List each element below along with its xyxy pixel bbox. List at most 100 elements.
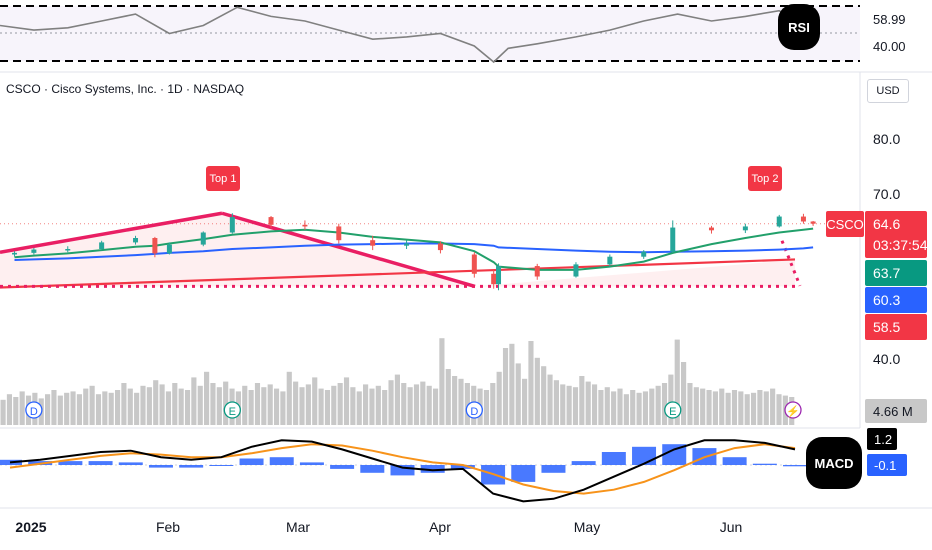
price-scale-label: 40.0 <box>873 351 900 367</box>
x-axis-label: Apr <box>429 519 451 535</box>
macd-histogram-bar <box>118 462 143 465</box>
volume-bar <box>293 381 299 425</box>
volume-bar <box>776 394 782 425</box>
volume-bar <box>172 383 178 425</box>
macd-histogram-bar <box>450 465 475 469</box>
macd-histogram-bar <box>88 461 113 465</box>
candle <box>133 238 139 243</box>
candle <box>12 252 18 255</box>
volume-bar <box>369 388 375 425</box>
volume-bar <box>299 387 305 425</box>
ma-fast-line <box>14 227 814 271</box>
volume-bar <box>0 399 6 425</box>
volume-bar <box>528 341 534 425</box>
x-axis-label: Mar <box>286 519 310 535</box>
volume-bar <box>121 383 127 425</box>
volume-bar <box>483 390 490 425</box>
volume-bar <box>197 385 203 425</box>
volume-bar <box>64 392 70 425</box>
volume-bar <box>191 377 197 425</box>
volume-bar <box>337 383 343 425</box>
volume-bar <box>655 385 661 425</box>
volume-bar <box>324 390 331 425</box>
candle <box>166 244 172 254</box>
volume-bar <box>305 384 311 425</box>
volume-bar <box>522 378 528 425</box>
volume-bar <box>452 376 458 425</box>
event-marker-label: D <box>30 406 38 418</box>
volume-bar <box>45 394 51 425</box>
volume-bar <box>375 385 381 425</box>
volume-bar <box>261 387 267 425</box>
macd-badge <box>806 437 862 489</box>
volume-bar <box>445 369 451 425</box>
volume-bar <box>547 374 553 425</box>
volume-bar <box>515 363 521 425</box>
hist-value-label: -0.1 <box>874 458 896 473</box>
volume-bar <box>572 387 579 425</box>
macd-histogram-bar <box>420 465 445 473</box>
event-marker <box>465 401 483 419</box>
volume-bar <box>210 383 216 425</box>
volume-bar <box>267 384 273 425</box>
macd-line <box>9 439 796 503</box>
volume-bar <box>6 394 13 425</box>
volume-bar <box>273 388 280 425</box>
volume-bar <box>426 385 432 425</box>
indicator-value-label: 60.3 <box>873 292 900 308</box>
hist-value-badge <box>867 454 907 476</box>
volume-bar <box>242 385 248 425</box>
volume-bar <box>248 390 254 425</box>
last-price-badge <box>865 211 927 258</box>
symbol-badge-label: CSCO <box>826 217 864 232</box>
volume-bar <box>350 387 356 425</box>
volume-bar <box>108 392 114 425</box>
volume-bar <box>661 383 668 425</box>
volume-bar <box>700 388 706 425</box>
volume-bar <box>57 395 63 425</box>
candle <box>810 221 816 224</box>
candle <box>336 226 342 241</box>
volume-bar <box>560 384 566 425</box>
volume-bar <box>89 385 95 425</box>
volume-bar <box>757 390 763 425</box>
volume-bar <box>585 381 591 425</box>
volume-bar <box>636 392 642 425</box>
macd-histogram-bar <box>58 461 83 465</box>
symbol-badge <box>826 211 864 237</box>
top1-annotation-box <box>206 166 240 191</box>
candle <box>471 254 477 274</box>
volume-value-badge <box>865 399 927 423</box>
top2-annotation-label: Top 2 <box>752 173 779 185</box>
volume-bar <box>140 385 146 425</box>
candle <box>708 227 714 231</box>
volume-bar <box>280 391 286 425</box>
volume-bar <box>439 338 445 425</box>
volume-bar <box>254 383 261 425</box>
indicator-value-label: 58.5 <box>873 319 900 335</box>
volume-bar <box>184 390 191 425</box>
price-scale-label: 70.0 <box>873 186 900 202</box>
macd-histogram-bar <box>511 465 536 482</box>
volume-bar <box>617 388 623 425</box>
candle <box>800 216 806 222</box>
event-marker-label: E <box>229 406 236 418</box>
indicator-value-badge <box>865 260 927 286</box>
volume-bar <box>165 391 172 425</box>
volume-bar <box>642 391 649 425</box>
candle <box>302 224 308 227</box>
volume-bar <box>649 388 655 425</box>
volume-bar <box>13 397 19 425</box>
macd-histogram-bar <box>179 465 204 468</box>
event-marker <box>664 401 682 419</box>
volume-bar <box>719 388 725 425</box>
rsi-badge-label: RSI <box>788 20 810 35</box>
event-marker-label: E <box>669 406 676 418</box>
volume-bar <box>70 391 76 425</box>
macd-histogram-bar <box>662 444 687 465</box>
volume-bar <box>604 387 610 425</box>
volume-bar <box>464 383 470 425</box>
currency-button[interactable]: USD <box>867 79 909 103</box>
indicator-value-label: 63.7 <box>873 265 900 281</box>
